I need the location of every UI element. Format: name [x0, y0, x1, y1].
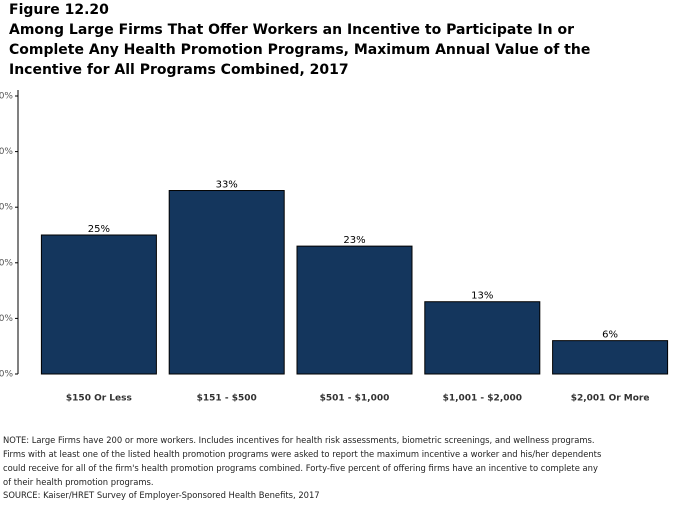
- y-tick-label: 20%: [0, 258, 13, 268]
- x-tick-label: $151 - $500: [197, 394, 257, 404]
- note: NOTE: Large Firms have 200 or more worke…: [3, 435, 602, 487]
- value-label: 13%: [471, 291, 493, 302]
- bar: [552, 340, 669, 375]
- y-tick-label: 10%: [0, 314, 13, 324]
- y-tick-label: 50%: [0, 92, 13, 102]
- value-label: 23%: [343, 235, 365, 246]
- source: SOURCE: Kaiser/HRET Survey of Employer-S…: [3, 490, 320, 500]
- value-label: 25%: [88, 224, 110, 235]
- x-tick-label: $2,001 Or More: [571, 394, 650, 404]
- x-tick-label: $150 Or Less: [66, 394, 132, 404]
- chart: 0% 10% 20% 30% 40% 50% $150 Or Less 25% $151 - $…: [0, 90, 669, 404]
- y-tick-label: 30%: [0, 203, 13, 213]
- bar: [40, 234, 157, 375]
- bar: [424, 301, 541, 375]
- chart-title: Among Large Firms That Offer Workers an …: [9, 22, 591, 78]
- figure-label: Figure 12.20: [9, 2, 109, 18]
- bar: [168, 190, 285, 375]
- x-tick-label: $501 - $1,000: [320, 394, 390, 404]
- value-label: 6%: [602, 330, 618, 341]
- value-label: 33%: [216, 180, 238, 191]
- y-tick-label: 40%: [0, 147, 13, 157]
- bar: [296, 245, 413, 375]
- x-tick-label: $1,001 - $2,000: [443, 394, 522, 404]
- y-tick-label: 0%: [0, 370, 13, 380]
